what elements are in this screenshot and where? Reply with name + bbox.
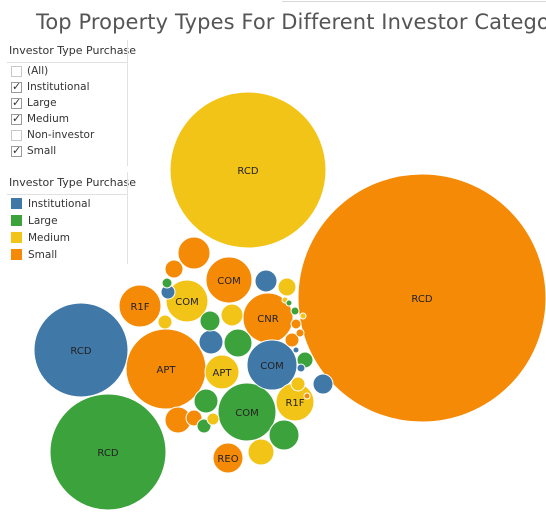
bubble-large[interactable] xyxy=(268,419,300,451)
legend-label: Small xyxy=(28,248,58,261)
bubble-small[interactable] xyxy=(164,259,184,279)
bubble-medium[interactable] xyxy=(204,354,240,390)
bubble-label: COM xyxy=(235,408,258,419)
bubble-institutional[interactable] xyxy=(33,302,129,398)
filter-option[interactable]: (All) xyxy=(7,63,127,79)
bubble-institutional[interactable] xyxy=(198,329,224,355)
filter-title: Investor Type Purchase xyxy=(7,40,136,63)
bubble-label: REO xyxy=(217,454,238,465)
bubble-institutional[interactable] xyxy=(292,346,300,354)
bubble-small[interactable] xyxy=(177,236,211,270)
bubble-medium[interactable] xyxy=(299,312,307,320)
bubble-large[interactable] xyxy=(290,306,300,316)
bubble-small[interactable] xyxy=(303,392,311,400)
bubble-small[interactable] xyxy=(205,256,253,304)
bubble-label: APT xyxy=(157,365,177,376)
filter-option[interactable]: Large xyxy=(7,95,127,111)
bubble-medium[interactable] xyxy=(277,277,297,297)
legend-item: Institutional xyxy=(7,195,127,212)
bubble-small[interactable] xyxy=(295,328,305,338)
checkbox-checked[interactable] xyxy=(11,96,22,109)
bubble-small[interactable] xyxy=(290,318,302,330)
bubble-large[interactable] xyxy=(199,310,221,332)
bubble-medium[interactable] xyxy=(157,314,173,330)
legend-title: Investor Type Purchase xyxy=(7,172,136,195)
bubble-small[interactable] xyxy=(284,332,300,348)
bubble-medium[interactable] xyxy=(165,279,209,323)
bubble-medium[interactable] xyxy=(169,91,327,249)
bubble-medium[interactable] xyxy=(220,303,244,327)
investor-type-filter[interactable]: Investor Type Purchase (All) Institutiona… xyxy=(7,40,136,166)
bubble-large[interactable] xyxy=(196,418,212,434)
bubble-label: COM xyxy=(260,361,283,372)
bubble-medium[interactable] xyxy=(290,376,306,392)
bubble-institutional[interactable] xyxy=(296,363,306,373)
bubble-institutional[interactable] xyxy=(312,373,334,395)
bubble-large[interactable] xyxy=(223,328,253,358)
bubble-medium[interactable] xyxy=(206,412,220,426)
legend-swatch xyxy=(11,232,22,243)
legend-swatch xyxy=(11,198,22,209)
legend-label: Institutional xyxy=(28,197,91,210)
investor-type-legend: Investor Type Purchase Institutional Larg… xyxy=(7,172,136,264)
filter-option[interactable]: Small xyxy=(7,143,127,159)
bubble-small[interactable] xyxy=(297,173,546,423)
filter-option-label: (All) xyxy=(27,65,49,77)
filter-option[interactable]: Institutional xyxy=(7,79,127,95)
checkbox-checked[interactable] xyxy=(11,112,22,125)
bubble-label: RCD xyxy=(70,346,91,357)
checkbox-checked[interactable] xyxy=(11,144,22,157)
bubble-label: RCD xyxy=(97,448,118,459)
filter-option-label: Small xyxy=(27,145,57,157)
bubble-label: RCD xyxy=(411,294,432,305)
bubble-large[interactable] xyxy=(217,382,277,442)
checkbox-checked[interactable] xyxy=(11,80,22,93)
filter-option-label: Large xyxy=(27,97,57,109)
chart-title: Top Property Types For Different Investo… xyxy=(36,10,546,34)
filter-option-label: Institutional xyxy=(27,81,90,93)
bubble-label: R1F xyxy=(285,398,304,409)
checkbox-unchecked[interactable] xyxy=(11,129,22,141)
bubble-medium[interactable] xyxy=(247,438,275,466)
bubble-label: COM xyxy=(175,297,198,308)
bubble-large[interactable] xyxy=(285,299,293,307)
top-divider xyxy=(282,1,546,2)
legend-swatch xyxy=(11,249,22,260)
bubble-label: APT xyxy=(213,368,233,379)
legend-label: Large xyxy=(28,214,58,227)
bubble-label: R1F xyxy=(130,302,149,313)
filter-option-label: Non-investor xyxy=(27,129,95,141)
legend-item: Medium xyxy=(7,229,127,246)
bubble-institutional[interactable] xyxy=(254,269,278,293)
filter-option[interactable]: Non-investor xyxy=(7,127,127,143)
bubble-label: COM xyxy=(217,276,240,287)
bubble-label: CNR xyxy=(257,314,278,325)
filter-option[interactable]: Medium xyxy=(7,111,127,127)
bubble-large[interactable] xyxy=(161,277,173,289)
legend-label: Medium xyxy=(28,231,70,244)
bubble-small[interactable] xyxy=(212,442,244,474)
bubble-label: RCD xyxy=(237,166,258,177)
checkbox-unchecked[interactable] xyxy=(11,65,22,77)
bubble-small[interactable] xyxy=(118,284,162,328)
legend-swatch xyxy=(11,215,22,226)
bubble-large[interactable] xyxy=(193,388,219,414)
bubble-institutional[interactable] xyxy=(246,339,298,391)
filter-option-label: Medium xyxy=(27,113,69,125)
legend-item: Large xyxy=(7,212,127,229)
legend-item: Small xyxy=(7,246,127,263)
bubble-large[interactable] xyxy=(49,393,167,511)
